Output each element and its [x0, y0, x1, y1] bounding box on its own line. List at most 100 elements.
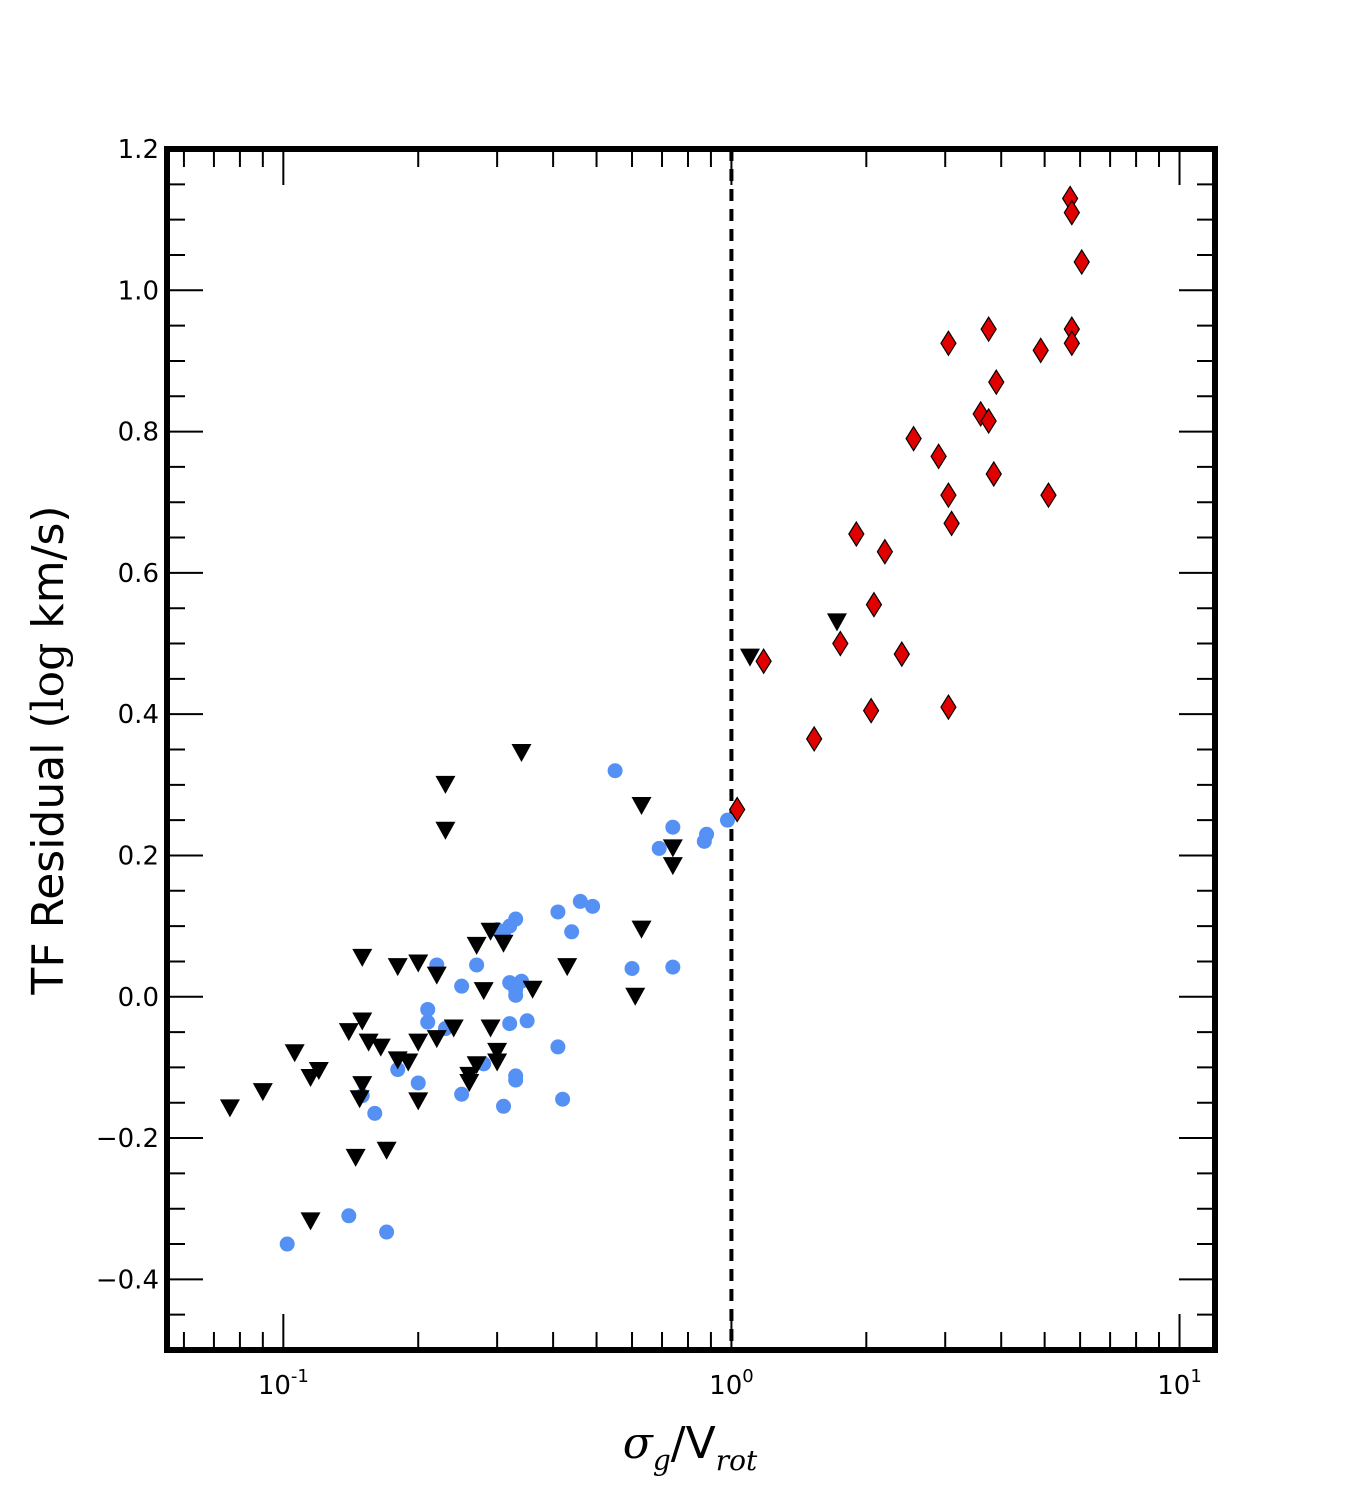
triangle-point [408, 1033, 429, 1052]
y-tick-label: 1.0 [118, 276, 159, 306]
triangle-point [557, 958, 578, 977]
triangle-point [487, 1042, 508, 1061]
y-tick-label: 0.8 [118, 418, 159, 448]
triangle-point [826, 613, 847, 632]
triangle-point [426, 966, 447, 985]
circle-point [502, 1016, 518, 1032]
circle-point [454, 978, 470, 994]
diamond-point [930, 443, 947, 470]
diamond-point [728, 796, 746, 823]
triangle-point [435, 775, 456, 794]
triangle-point [466, 936, 487, 955]
circle-point [572, 893, 588, 909]
circle-point [607, 763, 623, 779]
triangle-point [487, 1053, 508, 1072]
triangle-point [398, 1053, 419, 1072]
triangle-point [387, 958, 408, 977]
y-tick-label: 0.2 [118, 841, 159, 871]
triangle-point [480, 1019, 501, 1038]
circle-point [550, 904, 566, 920]
diamond-point [862, 697, 880, 724]
circle-point [519, 1013, 535, 1029]
circle-point [454, 1086, 470, 1102]
triangle-point [352, 1012, 373, 1031]
data-points [219, 185, 1090, 1252]
circle-point [624, 961, 640, 977]
diamond-point [848, 520, 865, 548]
triangle-point [358, 1033, 379, 1052]
triangle-point [252, 1083, 273, 1102]
diamond-point [865, 591, 883, 618]
circle-point [390, 1062, 406, 1078]
circle-point [585, 898, 601, 914]
y-tick-label: 0.0 [118, 983, 159, 1013]
triangle-point [443, 1019, 464, 1038]
circle-point [410, 1075, 426, 1091]
triangle-point [631, 920, 652, 939]
circle-point [550, 1039, 566, 1055]
diamond-point [1063, 330, 1081, 357]
triangle-point [631, 797, 652, 816]
triangle-point [739, 648, 760, 667]
triangle-point [493, 934, 514, 953]
circle-point [469, 957, 485, 973]
triangle-point [459, 1073, 480, 1092]
triangle-point [662, 857, 683, 876]
triangle-point [662, 839, 683, 858]
triangle-point [511, 744, 532, 763]
y-tick-label: 1.2 [118, 135, 159, 165]
triangle-point [435, 821, 456, 840]
y-tick-label: 0.4 [118, 700, 159, 730]
diamond-point [1063, 199, 1081, 226]
y-tick-label: 0.6 [118, 559, 159, 589]
x-tick-label: 100 [709, 1366, 754, 1401]
circle-point [496, 1098, 512, 1114]
diamond-point [1073, 248, 1090, 276]
diamond-point [805, 725, 823, 753]
circle-point [555, 1091, 571, 1107]
triangle-point [426, 1030, 447, 1049]
x-tick-label: 10-1 [258, 1366, 309, 1401]
circle-point [508, 1072, 524, 1088]
triangle-point [349, 1090, 370, 1109]
plot-frame [164, 146, 1218, 1353]
y-tick-label: −0.4 [96, 1265, 159, 1295]
triangle-point [466, 1056, 487, 1075]
diamond-point [876, 538, 894, 565]
circle-point [379, 1224, 395, 1240]
diamond-point [1032, 337, 1049, 364]
diamond-point [755, 648, 772, 675]
diamond-point [943, 510, 960, 537]
x-ticks: 10-1 100 101 [182, 149, 1202, 1401]
triangle-point [473, 982, 494, 1001]
x-axis-title: σg/Vrot [623, 1418, 758, 1477]
triangle-point [370, 1038, 391, 1057]
diamond-point [980, 407, 997, 435]
triangle-point [480, 922, 501, 941]
triangle-point [338, 1023, 359, 1042]
triangle-point [300, 1069, 321, 1088]
triangle-point [408, 954, 429, 973]
diamond-point [893, 640, 911, 668]
diamond-point [832, 630, 849, 657]
diamond-point [940, 693, 957, 721]
triangle-point [219, 1099, 240, 1118]
triangle-point [345, 1148, 366, 1167]
circle-point [279, 1236, 295, 1252]
y-axis-title: TF Residual (log km/s) [23, 505, 74, 995]
circle-point [508, 987, 524, 1003]
circle-point [420, 1001, 436, 1017]
diamond-point [940, 482, 957, 509]
circle-point [665, 819, 681, 835]
triangle-point [300, 1212, 321, 1231]
circle-point [341, 1208, 357, 1224]
triangle-point [408, 1092, 429, 1111]
diamond-point [940, 330, 957, 357]
diamond-point [905, 425, 922, 452]
circle-point [420, 1014, 436, 1030]
diamond-point [1040, 482, 1057, 509]
circle-point [696, 833, 712, 849]
circle-point [719, 812, 735, 828]
triangle-point [625, 987, 646, 1006]
